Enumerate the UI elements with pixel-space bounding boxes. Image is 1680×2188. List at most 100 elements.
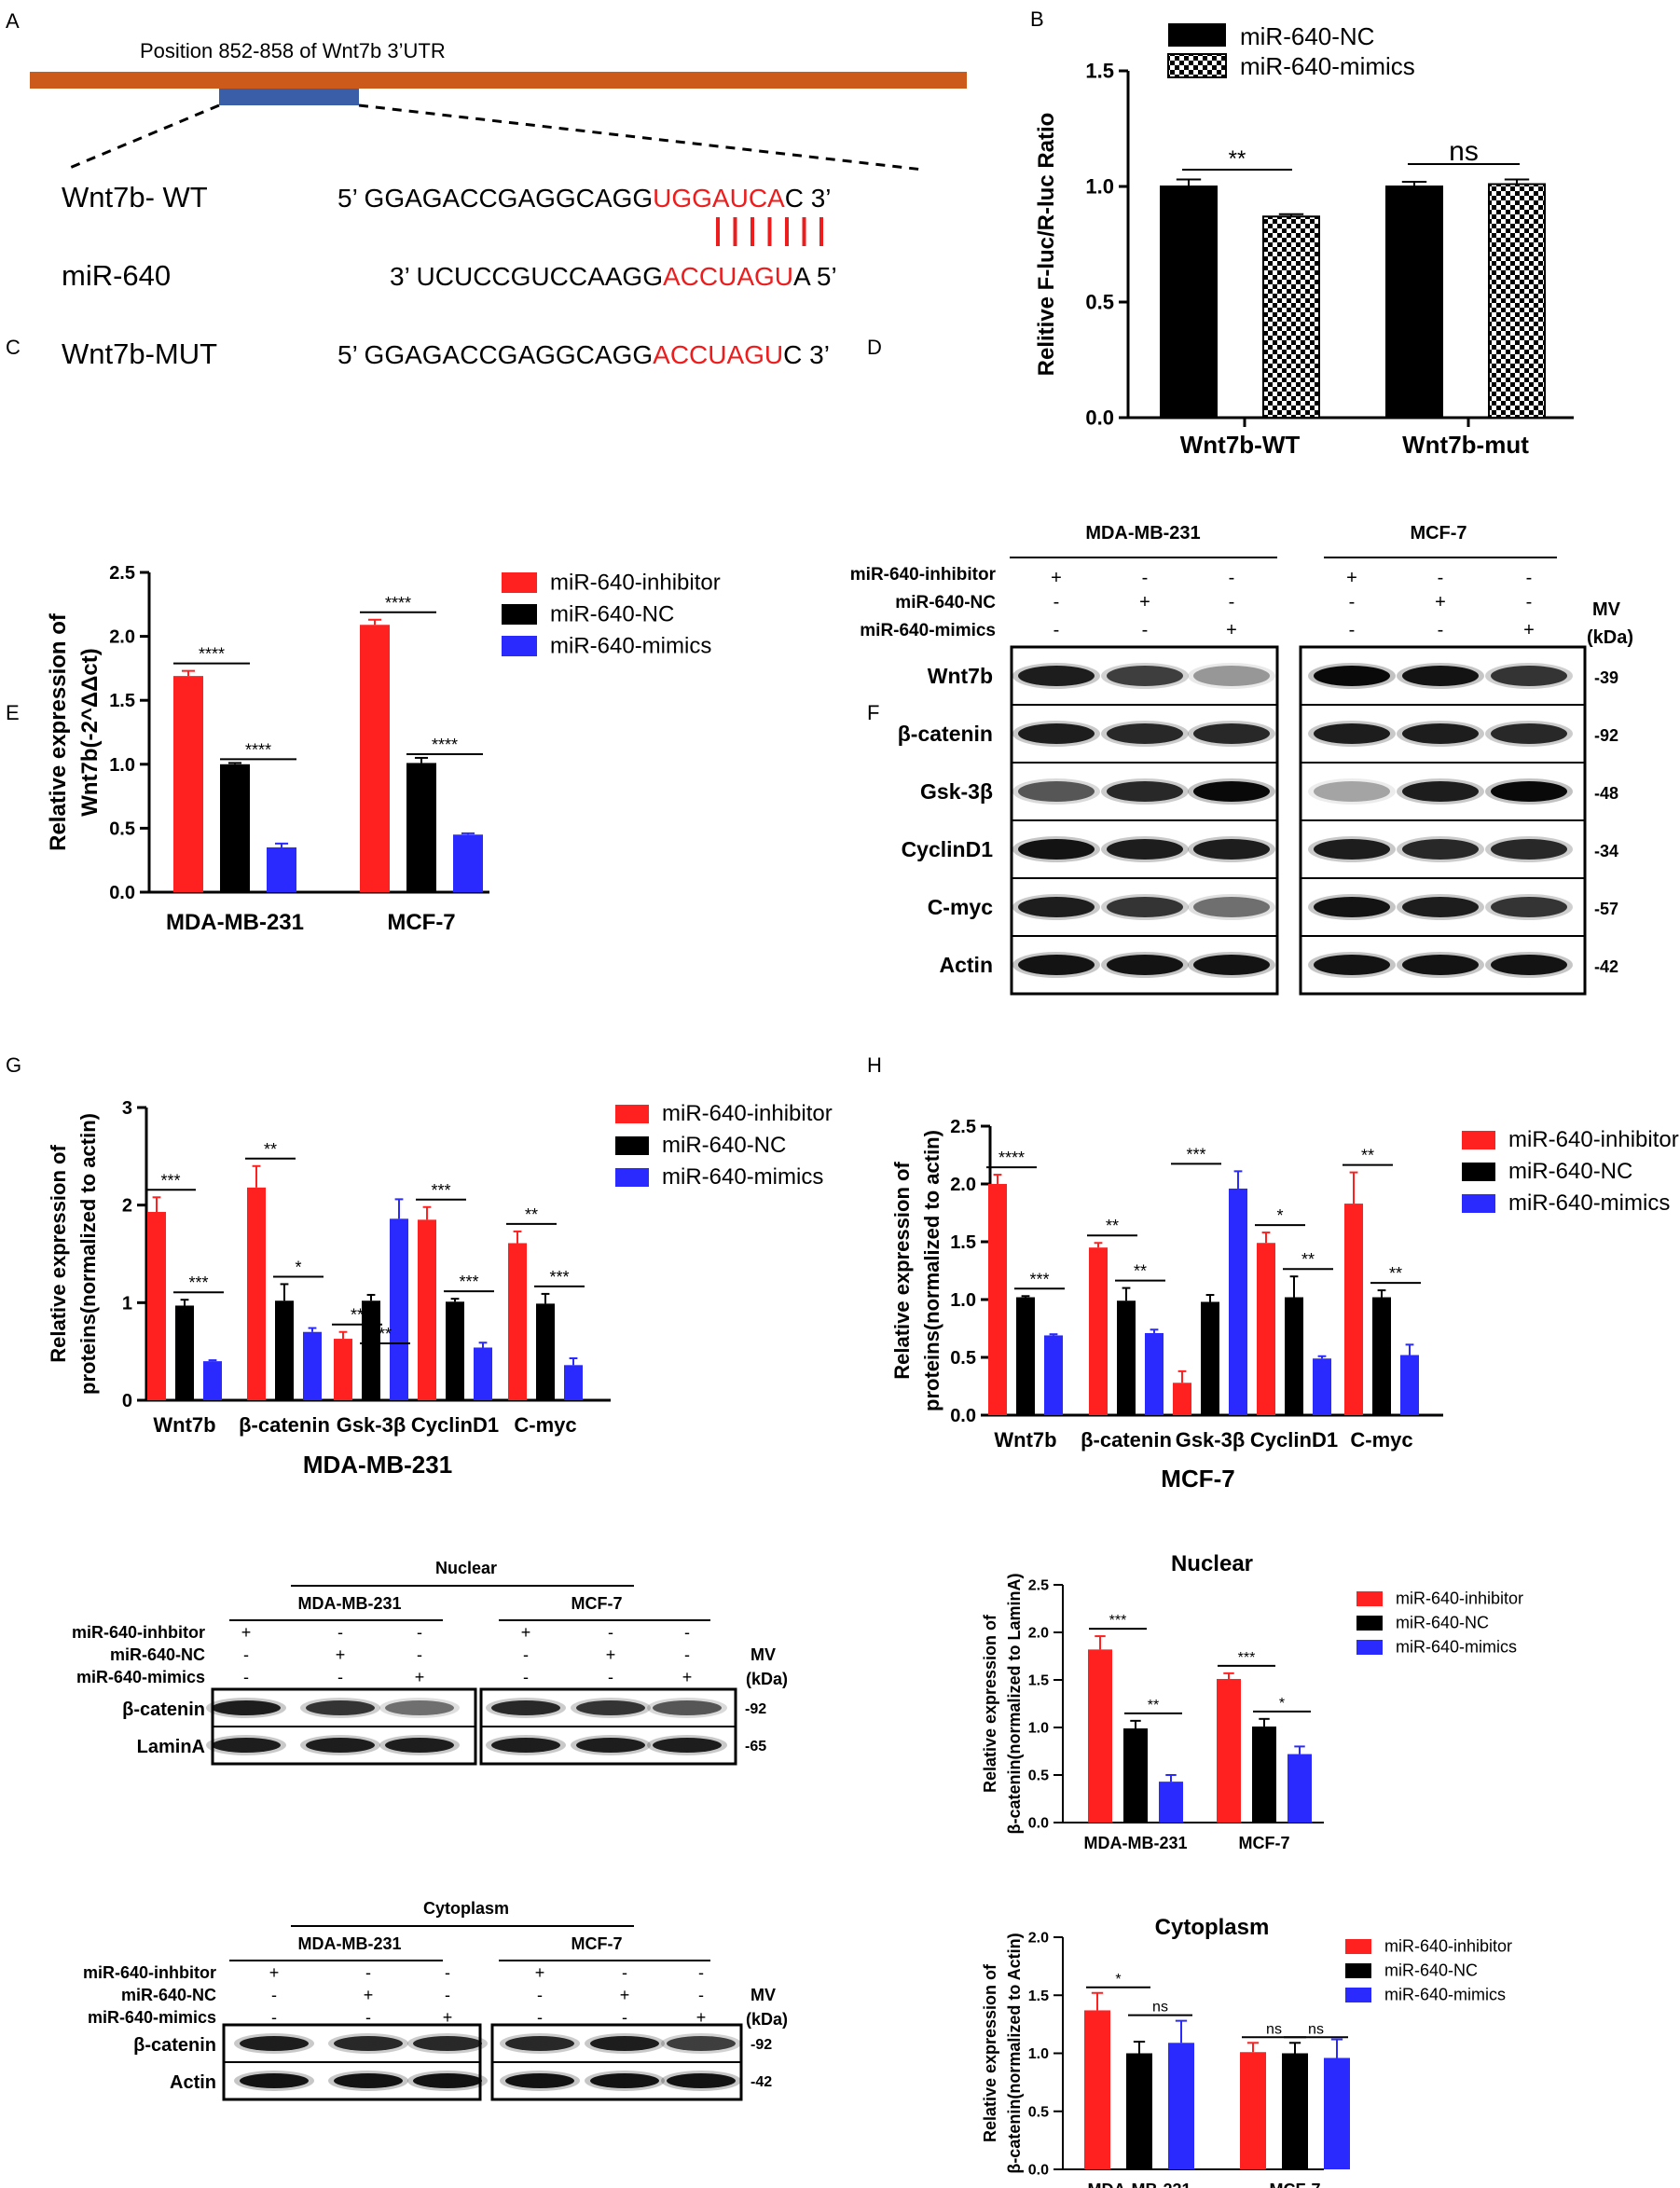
band-halo <box>661 2071 741 2091</box>
cell-line-label: MDA-MB-231 <box>297 1594 401 1613</box>
legend-entry: miR-640-NC <box>1508 1159 1632 1184</box>
protein-band <box>1402 666 1479 686</box>
treatment-label: miR-640-mimics <box>860 621 996 640</box>
x-tick-label: β-catenin <box>239 1413 330 1437</box>
significance-label: ** <box>1106 1217 1119 1235</box>
protein-band <box>1107 897 1183 917</box>
treatment-sign: - <box>1142 568 1149 588</box>
protein-band <box>413 2036 482 2051</box>
legend-entry: miR-640-NC <box>1396 1614 1489 1632</box>
treatment-sign: - <box>417 1623 422 1642</box>
treatment-sign: - <box>1142 620 1149 640</box>
treatment-sign: - <box>365 1963 371 1982</box>
band-halo <box>1188 836 1275 862</box>
legend-entry: miR-640-mimics <box>1508 1190 1670 1216</box>
legend-swatch-nc <box>1168 23 1226 47</box>
treatment-sign: + <box>682 1668 693 1686</box>
protein-band <box>240 2036 309 2051</box>
x-tick-label: MDA-MB-231 <box>1083 1834 1187 1852</box>
significance-label: * <box>1279 1696 1285 1712</box>
legend-entry: miR-640-NC <box>1240 22 1374 50</box>
bar-miR-640-NC <box>1372 1297 1391 1415</box>
x-axis-title: MDA-MB-231 <box>303 1451 452 1479</box>
sequence-text: 5’ GGAGACCGAGGCAGGACCUAGUC 3’ <box>337 340 830 369</box>
panel-letter-b: B <box>1030 7 1044 31</box>
band-halo <box>1101 836 1189 862</box>
band-halo <box>1308 663 1396 689</box>
treatment-sign: - <box>1229 592 1235 612</box>
y-tick-label: 0.5 <box>1028 1768 1049 1784</box>
bar-miR-640-inhibitor <box>1084 2010 1110 2169</box>
fraction-title: Cytoplasm <box>423 1899 509 1918</box>
treatment-sign: + <box>1226 620 1237 640</box>
band-halo <box>1308 894 1396 920</box>
protein-band <box>505 2073 574 2088</box>
treatment-sign: + <box>269 1963 280 1982</box>
treatment-sign: - <box>1526 592 1533 612</box>
treatment-sign: + <box>696 2008 707 2027</box>
treatment-label: miR-640-inhbitor <box>83 1963 216 1982</box>
cell-line-label: MCF-7 <box>571 1594 623 1613</box>
mv-label: MV <box>750 1986 776 2004</box>
bar-miR-640-mimics <box>453 834 483 892</box>
bar-miR-640-mimics <box>1488 183 1546 419</box>
sequence-seed: UGGAUCA <box>653 184 785 213</box>
treatment-sign: - <box>608 1623 613 1642</box>
legend-swatch <box>502 636 537 656</box>
bar-miR-640-inhibitor <box>1257 1243 1275 1415</box>
binding-site-box <box>219 89 359 105</box>
y-axis-label: Relative expression of <box>981 1614 999 1793</box>
protein-band <box>1491 839 1567 860</box>
band-halo <box>500 2033 580 2054</box>
y-tick-label: 1.5 <box>1085 60 1114 83</box>
y-tick-label: 2.0 <box>1028 1931 1049 1947</box>
band-halo <box>486 1698 566 1718</box>
band-halo <box>1188 952 1275 978</box>
x-tick-label: Gsk-3β <box>337 1413 406 1437</box>
significance-label: ** <box>1148 1698 1159 1713</box>
y-tick-label: 0.5 <box>109 819 135 839</box>
protein-band <box>1491 723 1567 744</box>
protein-label: Actin <box>170 2072 216 2093</box>
band-halo <box>1012 836 1100 862</box>
chart-title: Nuclear <box>1171 1551 1253 1576</box>
kda-marker: -57 <box>1594 900 1618 918</box>
sequence-prefix: 5’ GGAGACCGAGGCAGG <box>337 340 653 369</box>
legend-entry: miR-640-inhibitor <box>1508 1127 1679 1152</box>
legend-swatch-mimics <box>1167 53 1227 78</box>
legend-entry: miR-640-mimics <box>1240 52 1415 80</box>
protein-band <box>653 1738 722 1753</box>
band-halo <box>1485 894 1573 920</box>
panel-letter-e: E <box>6 701 20 724</box>
cell-line-label: MCF-7 <box>571 1934 623 1953</box>
mv-label: MV <box>1592 599 1621 620</box>
y-axis-label: proteins(normalized to actin) <box>76 1113 100 1395</box>
treatment-sign: + <box>1051 568 1062 588</box>
treatment-sign: - <box>1438 568 1444 588</box>
legend-entry: miR-640-mimics <box>662 1164 823 1190</box>
kda-marker: -92 <box>745 1701 766 1717</box>
protein-band <box>306 1738 375 1753</box>
band-halo <box>1397 663 1484 689</box>
protein-band <box>1402 781 1479 802</box>
band-halo <box>500 2071 580 2091</box>
legend-swatch <box>615 1105 649 1123</box>
sequence-prefix: 5’ GGAGACCGAGGCAGG <box>337 184 653 213</box>
y-tick-label: 1 <box>122 1293 132 1314</box>
sequence-prefix: 3’ UCUCCGUCCAAGG <box>390 262 663 291</box>
bar-miR-640-NC <box>1252 1726 1276 1823</box>
bar-miR-640-inhibitor <box>1344 1204 1363 1415</box>
protein-band <box>590 2036 659 2051</box>
y-tick-label: 0.0 <box>950 1406 976 1426</box>
band-halo <box>1012 952 1100 978</box>
cell-line-label: MCF-7 <box>1410 523 1467 544</box>
protein-band <box>491 1738 560 1753</box>
treatment-sign: - <box>271 1986 277 2004</box>
band-halo <box>1308 952 1396 978</box>
kda-marker: -92 <box>750 2037 772 2053</box>
bar-miR-640-NC <box>362 1300 380 1400</box>
y-tick-label: 2.5 <box>1028 1578 1049 1594</box>
protein-band <box>240 2073 309 2088</box>
treatment-sign: - <box>271 2008 277 2027</box>
